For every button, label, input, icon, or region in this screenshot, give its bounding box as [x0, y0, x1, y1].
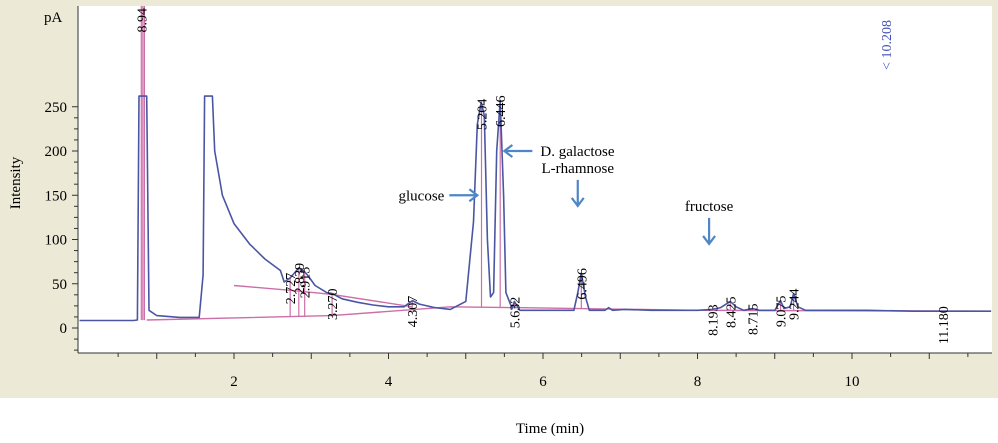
peak-label: 5.204 — [476, 99, 491, 131]
peak-label: 11.180 — [937, 306, 952, 344]
peak-label: 2.839 — [293, 263, 308, 295]
compound-name: L-rhamnose — [542, 161, 615, 177]
y-tick-label: 200 — [45, 144, 68, 160]
y-ticks: 0 50 100 150 200 250 — [45, 100, 78, 351]
arrow-down-icon — [702, 217, 716, 246]
peak-label: 3.270 — [326, 288, 341, 320]
x-tick-label: 6 — [539, 374, 547, 390]
compound-name: D. galactose — [540, 144, 614, 160]
peak-label: 4.307 — [406, 296, 421, 328]
peak-label: 8.94 — [135, 8, 150, 33]
arrow-left-icon — [502, 144, 533, 158]
y-tick-label: 100 — [45, 233, 68, 249]
x-tick-label: 2 — [230, 374, 238, 390]
x-axis-title: Time (min) — [516, 421, 584, 437]
note-label: < 10.208 — [880, 20, 895, 70]
peak-label: 9.244 — [788, 288, 803, 320]
integration-baseline — [233, 284, 413, 308]
compound-name: fructose — [685, 199, 734, 215]
compound-name: glucose — [399, 188, 445, 204]
y-tick-label: 50 — [52, 277, 67, 293]
x-ticks: 2 4 6 8 10 — [117, 353, 969, 390]
arrow-down-icon — [570, 179, 585, 208]
compound-annotation: L-rhamnose — [542, 161, 615, 208]
compound-annotation: fructose — [685, 199, 734, 246]
y-unit-label: pA — [44, 10, 63, 26]
peak-label: 8.193 — [706, 304, 721, 336]
arrow-right-icon — [449, 188, 480, 203]
y-tick-label: 250 — [45, 100, 68, 116]
peak-label: 9.075 — [775, 296, 790, 328]
peak-label: 6.496 — [575, 268, 590, 300]
y-tick-label: 0 — [60, 321, 68, 337]
y-axis-title: Intensity — [8, 156, 24, 209]
peak-label: 6.446 — [494, 96, 509, 128]
y-tick-label: 150 — [45, 188, 68, 204]
peak-label: 2.727 — [284, 273, 299, 305]
x-tick-label: 8 — [694, 374, 702, 390]
peak-label: 5.632 — [509, 297, 524, 329]
x-tick-label: 4 — [385, 374, 393, 390]
plot-area — [78, 6, 992, 353]
compound-annotation: glucose — [399, 188, 480, 204]
x-tick-label: 10 — [845, 374, 860, 390]
peak-label: 8.715 — [747, 304, 762, 336]
peak-label: 8.425 — [724, 296, 739, 328]
peak-markers — [140, 6, 944, 321]
compound-annotation: D. galactose — [502, 144, 615, 160]
signal-trace — [79, 95, 992, 322]
peak-label: 2.915 — [299, 267, 314, 299]
